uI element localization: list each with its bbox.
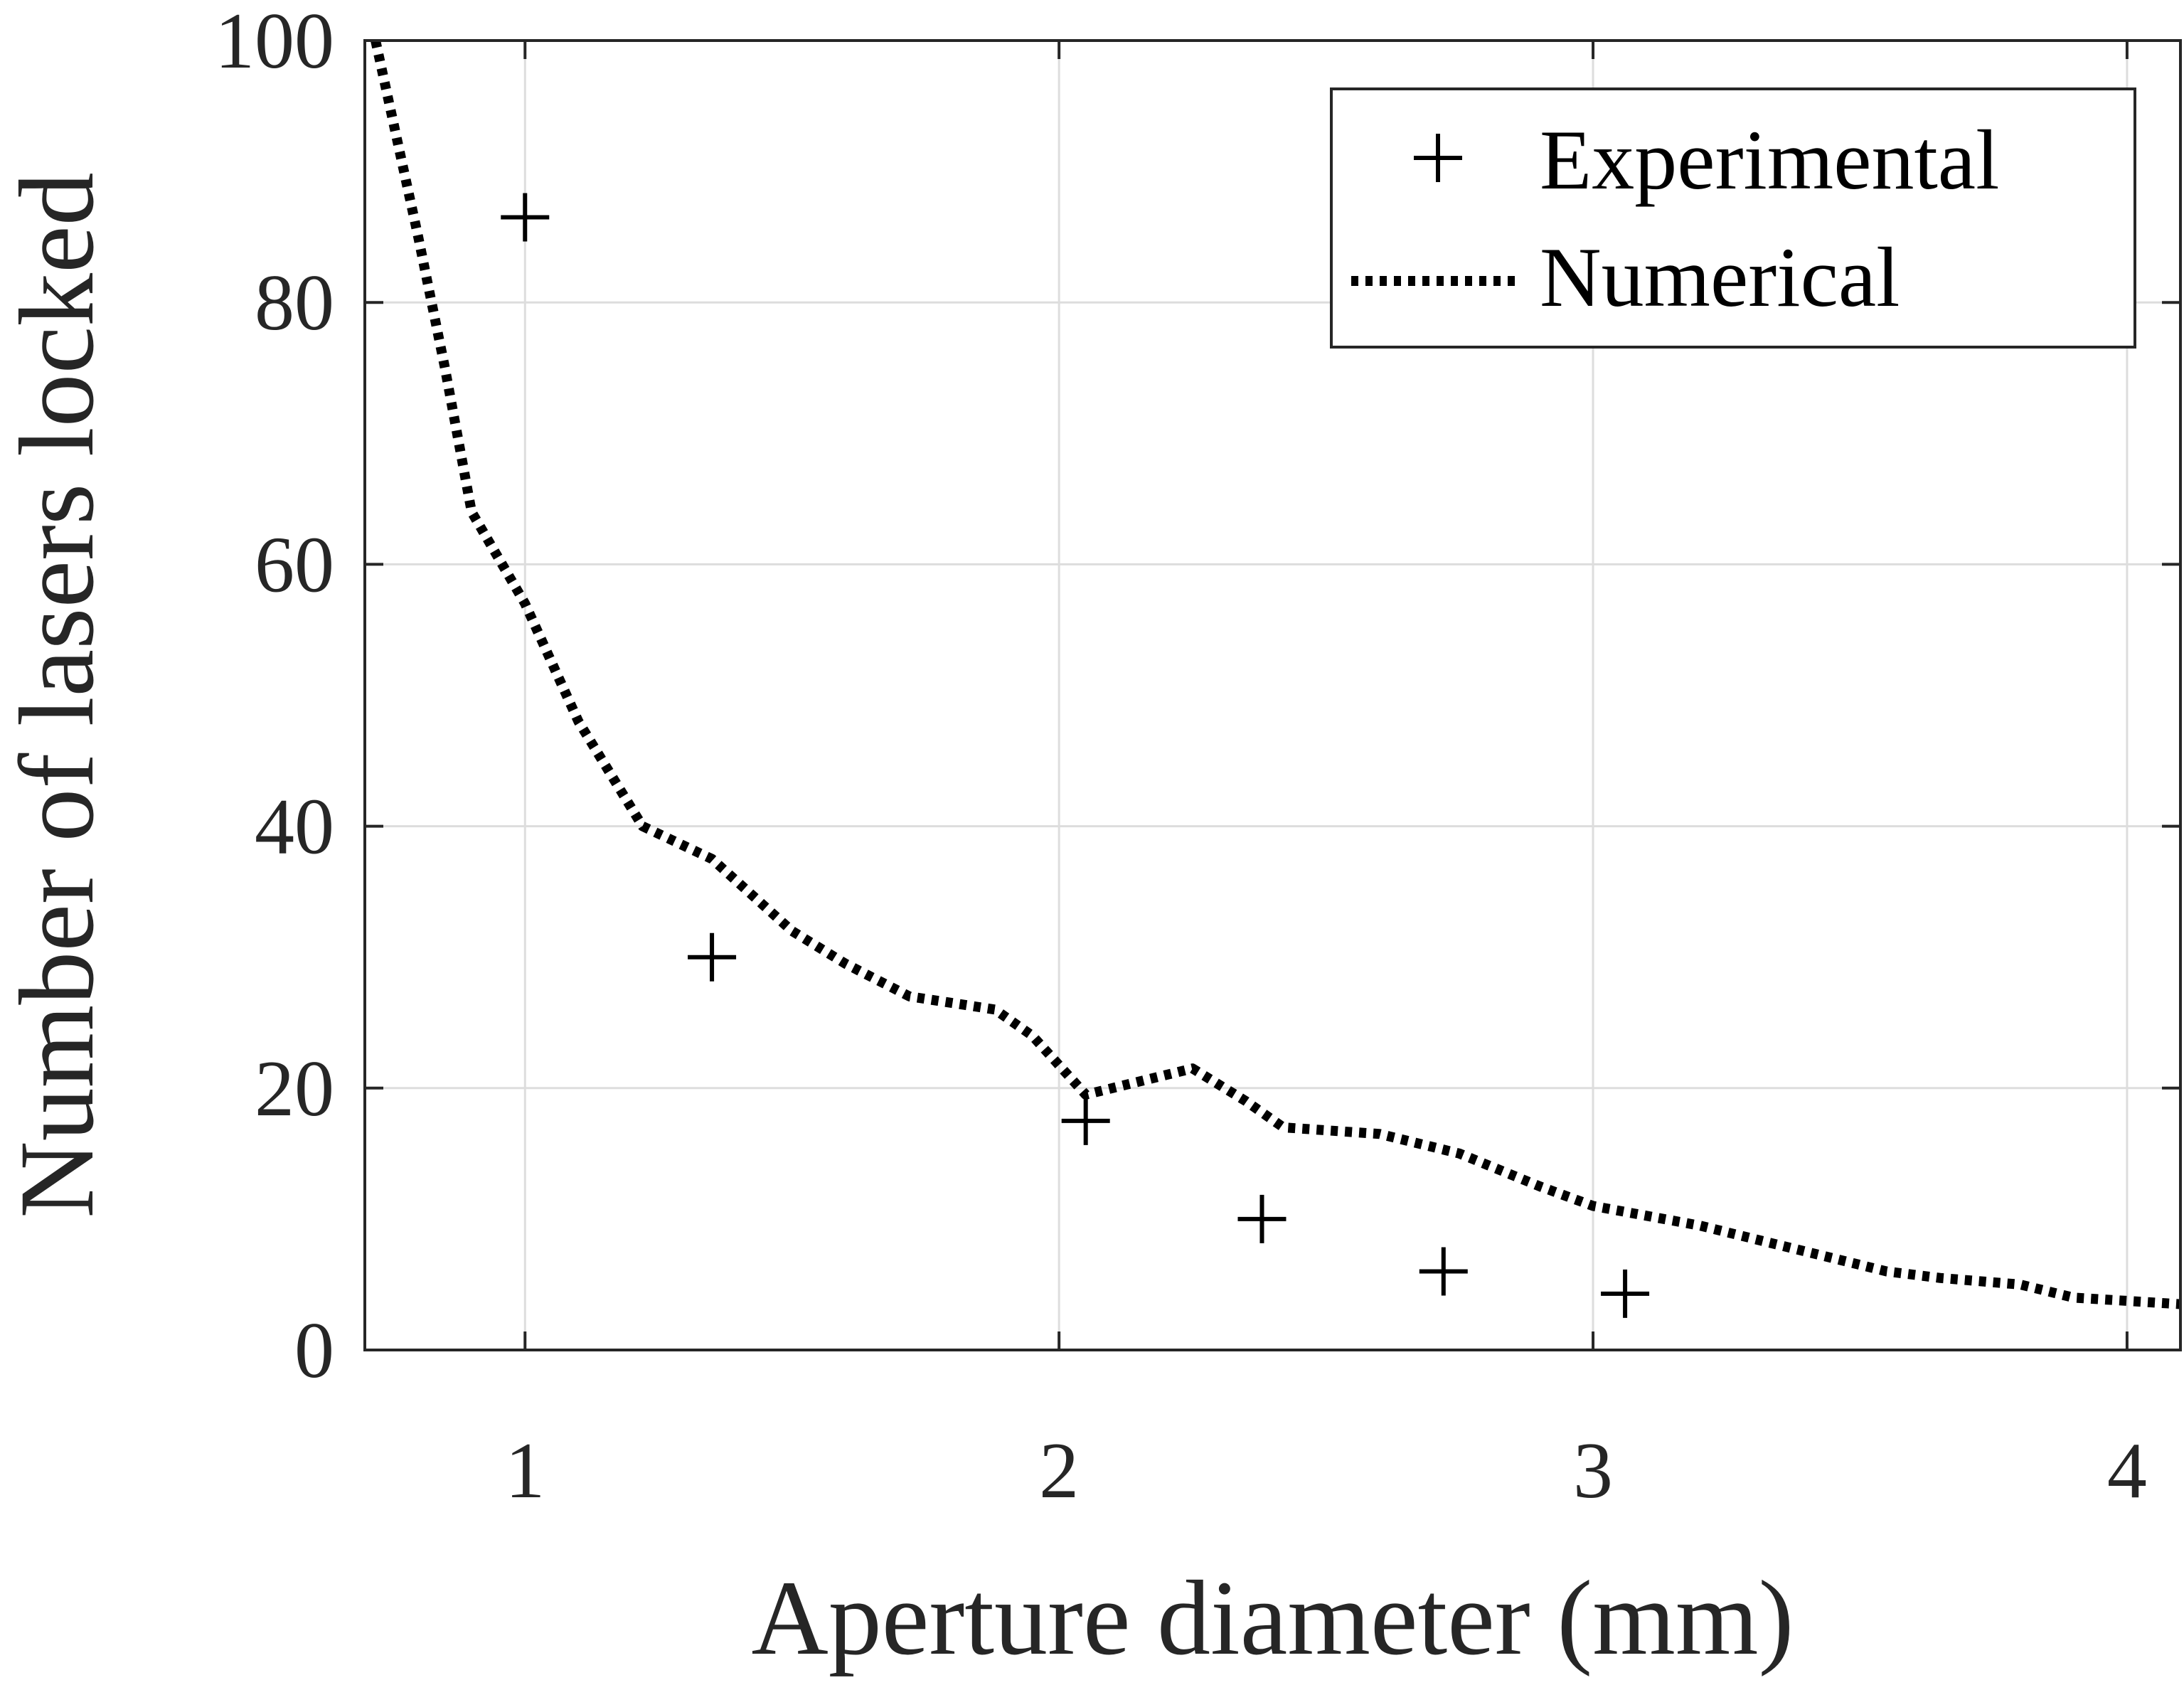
axis-ticks — [365, 39, 2180, 1351]
experimental-point-4 — [1419, 1247, 1468, 1296]
x-axis-label: Aperture diameter (mm) — [751, 1559, 1794, 1677]
y-tick-label-0: 0 — [294, 1307, 334, 1395]
series-numerical — [371, 39, 2181, 1309]
legend-label-experimental: Experimental — [1540, 112, 1999, 207]
x-tick-label-1: 2 — [1039, 1427, 1079, 1515]
y-tick-label-5: 100 — [215, 0, 334, 85]
y-tick-label-2: 40 — [255, 783, 334, 871]
y-tick-label-3: 60 — [255, 521, 334, 609]
plot-series — [371, 39, 2181, 1318]
legend: Experimental Numerical — [1330, 87, 2136, 349]
y-axis-label: Number of lasers locked — [0, 172, 116, 1218]
legend-label-numerical: Numerical — [1540, 230, 1900, 324]
series-experimental — [501, 193, 1650, 1318]
x-tick-label-0: 1 — [505, 1427, 545, 1515]
legend-item-experimental: Experimental — [1414, 112, 1999, 207]
experimental-point-1 — [688, 932, 737, 982]
legend-item-numerical: Numerical — [1351, 230, 1900, 324]
experimental-point-3 — [1237, 1194, 1287, 1243]
legend-swatch-experimental — [1414, 134, 1462, 182]
x-tick-label-2: 3 — [1573, 1427, 1613, 1515]
experimental-point-5 — [1601, 1269, 1650, 1318]
numerical-line — [371, 39, 2181, 1309]
legend-box — [1330, 87, 2136, 349]
x-tick-label-3: 4 — [2107, 1427, 2147, 1515]
y-tick-label-4: 80 — [255, 259, 334, 347]
experimental-point-2 — [1061, 1096, 1110, 1145]
y-tick-label-1: 20 — [255, 1045, 334, 1133]
plot-frame — [363, 39, 2182, 1351]
experimental-point-0 — [501, 193, 550, 242]
